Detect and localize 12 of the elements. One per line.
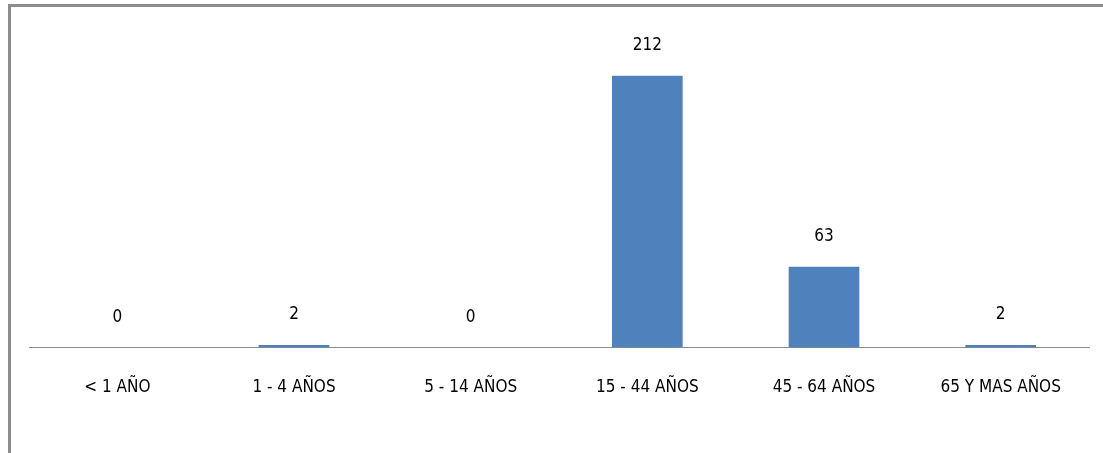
x-tick-label: 5 - 14 AÑOS [424,375,518,397]
x-tick-label: < 1 AÑO [84,375,151,397]
data-label: 0 [465,305,476,326]
data-label: 212 [632,33,662,54]
data-label: 2 [995,302,1006,323]
x-tick-label: 15 - 44 AÑOS [596,375,699,397]
data-label: 0 [112,305,123,326]
x-tick-label: 65 Y MAS AÑOS [940,375,1061,397]
data-label: 2 [289,302,299,323]
x-tick-label: 1 - 4 AÑOS [252,375,336,397]
x-tick-label: 45 - 64 AÑOS [772,375,876,397]
data-label: 63 [814,224,834,245]
